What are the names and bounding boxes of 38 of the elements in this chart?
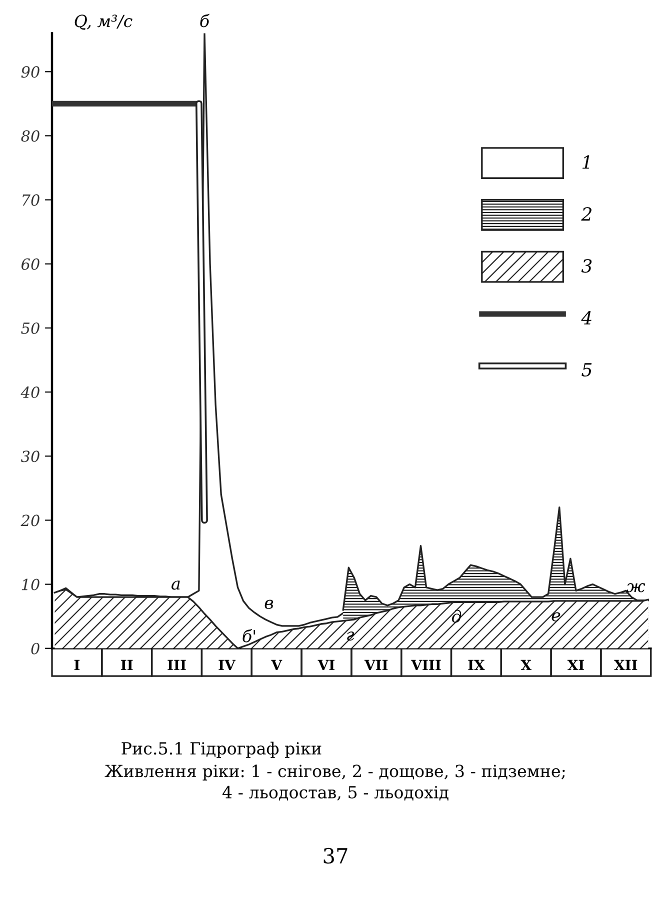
x-tick-label: X (520, 660, 532, 670)
legend-label: 3 (581, 259, 592, 273)
x-tick-label: I (74, 660, 80, 670)
x-tick-label: V (271, 660, 282, 670)
annotation: в (264, 600, 274, 609)
x-tick-label: XI (567, 660, 584, 670)
x-tick-label: III (168, 660, 186, 670)
y-tick-label: 60 (22, 258, 40, 270)
annotation: а (172, 580, 180, 590)
x-tick-label: IV (218, 660, 236, 670)
x-tick-label: IX (468, 660, 485, 670)
legend-label: 5 (582, 363, 592, 377)
annotation: ж (626, 583, 646, 592)
text: Живлення ріки: 1 - снігове, 2 - дощове, 3 - підземне; 4 - льодостав, 5 - льодохід (104, 764, 565, 801)
legend-label: 2 (581, 207, 592, 221)
annotation: б' (242, 629, 256, 642)
text: 37 (324, 848, 348, 864)
annotation: д (452, 610, 462, 623)
x-tick-label: II (121, 660, 133, 670)
annotation: б (200, 14, 210, 28)
legend-label: 4 (581, 310, 592, 324)
y-tick-label: 50 (21, 322, 40, 334)
y-tick-label: 90 (21, 66, 40, 78)
y-tick-label: 0 (31, 642, 40, 654)
y-tick-label: 10 (22, 578, 40, 590)
x-tick-label: XII (614, 660, 638, 670)
legend-label: 1 (582, 155, 590, 169)
x-tick-label: VII (364, 660, 388, 670)
y-tick-label: 30 (20, 450, 40, 462)
y-tick-label: 80 (21, 130, 40, 142)
y-axis-title: Q, м³/с (74, 14, 132, 30)
y-tick-label: 20 (20, 514, 40, 526)
y-tick-label: 40 (20, 386, 40, 398)
annotation: е (552, 612, 560, 622)
x-tick-label: VIII (411, 660, 441, 670)
x-tick-label: VI (318, 660, 334, 670)
text: Рис.5.1 Гідрограф ріки (122, 742, 322, 758)
y-tick-label: 70 (22, 194, 40, 206)
